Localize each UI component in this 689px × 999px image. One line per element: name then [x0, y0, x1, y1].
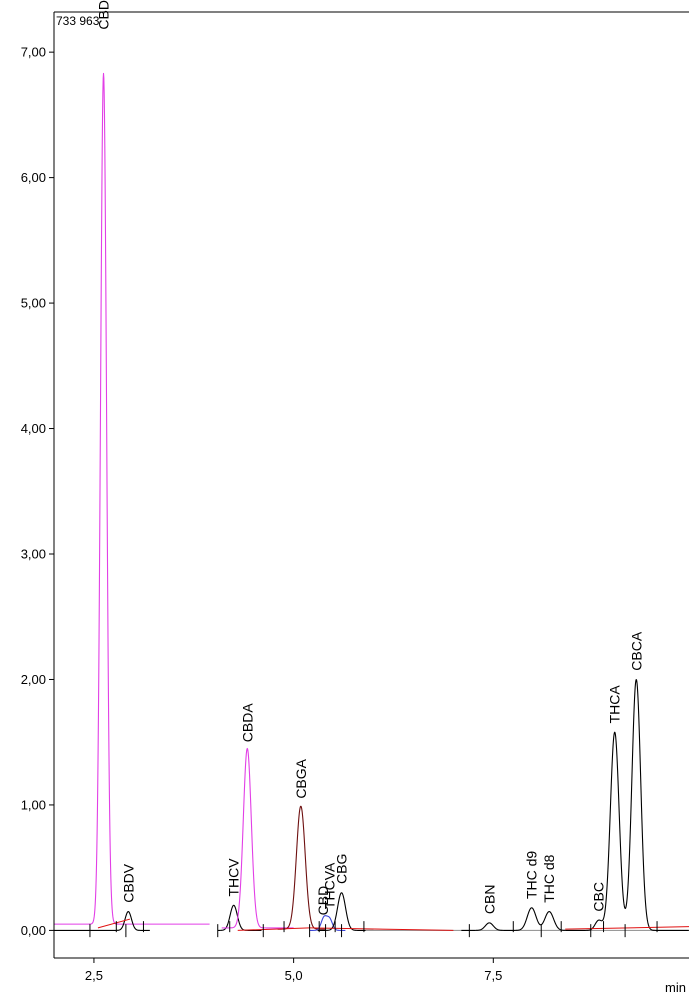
peak-label: THCV [226, 858, 242, 897]
y-tick-label: 1,00 [21, 797, 46, 812]
max-signal-readout: 733 963 [56, 14, 100, 28]
y-tick-label: 0,00 [21, 923, 46, 938]
y-tick-label: 4,00 [21, 421, 46, 436]
peak-label: CBDVA [96, 0, 112, 30]
traces-layer [53, 72, 689, 931]
trace-line-4 [221, 747, 294, 929]
trace-line-6 [309, 915, 346, 931]
integration-baseline-1 [97, 918, 131, 929]
y-tick-label: 5,00 [21, 296, 46, 311]
peak-label: CBDV [120, 863, 136, 903]
peak-label: CBD [315, 886, 331, 916]
peak-label: THC d8 [541, 854, 557, 902]
integration-marks-layer [89, 921, 658, 938]
integration-baseline-2 [237, 927, 310, 931]
x-axis-unit-label: min [665, 980, 686, 995]
x-tick-label: 2,5 [85, 968, 103, 983]
x-tick-label: 7,5 [484, 968, 502, 983]
axes-layer: 0,00 1,00 2,00 3,00 4,00 5,00 6,00 7,00 2,5 5,0 7,… [21, 11, 689, 983]
peak-label: THC d9 [524, 851, 540, 899]
peak-label: CBCA [628, 631, 644, 671]
y-tick-label: 6,00 [21, 170, 46, 185]
peak-label: THCA [607, 685, 623, 724]
peak-label: CBC [591, 882, 607, 912]
x-tick-label: 5,0 [285, 968, 303, 983]
trace-line-1 [53, 72, 210, 925]
integration-baseline-4 [565, 926, 689, 930]
y-tick-label: 3,00 [21, 547, 46, 562]
y-tick-label: 7,00 [21, 45, 46, 60]
peak-label: CBDA [239, 703, 255, 743]
trace-line-2 [53, 911, 151, 931]
trace-line-3 [217, 904, 262, 931]
peak-label: CBN [481, 885, 497, 915]
y-tick-label: 2,00 [21, 672, 46, 687]
peak-label: THCVA [322, 862, 338, 909]
trace-line-9 [461, 679, 689, 931]
peak-label: CBGA [293, 758, 309, 798]
peak-label: CBG [334, 854, 350, 884]
integration-baseline-3 [309, 927, 454, 931]
